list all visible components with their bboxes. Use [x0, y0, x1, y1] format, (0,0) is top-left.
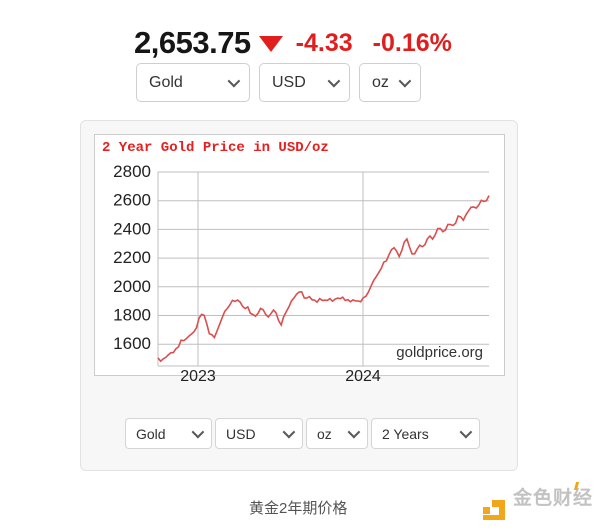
svg-text:2000: 2000	[113, 277, 151, 296]
svg-text:2600: 2600	[113, 191, 151, 210]
svg-text:2400: 2400	[113, 219, 151, 238]
svg-text:1600: 1600	[113, 334, 151, 353]
svg-text:2024: 2024	[345, 368, 381, 385]
svg-text:1800: 1800	[113, 306, 151, 325]
svg-text:2200: 2200	[113, 248, 151, 267]
svg-text:goldprice.org: goldprice.org	[396, 344, 483, 361]
svg-text:2023: 2023	[180, 368, 216, 385]
svg-text:2800: 2800	[113, 162, 151, 181]
